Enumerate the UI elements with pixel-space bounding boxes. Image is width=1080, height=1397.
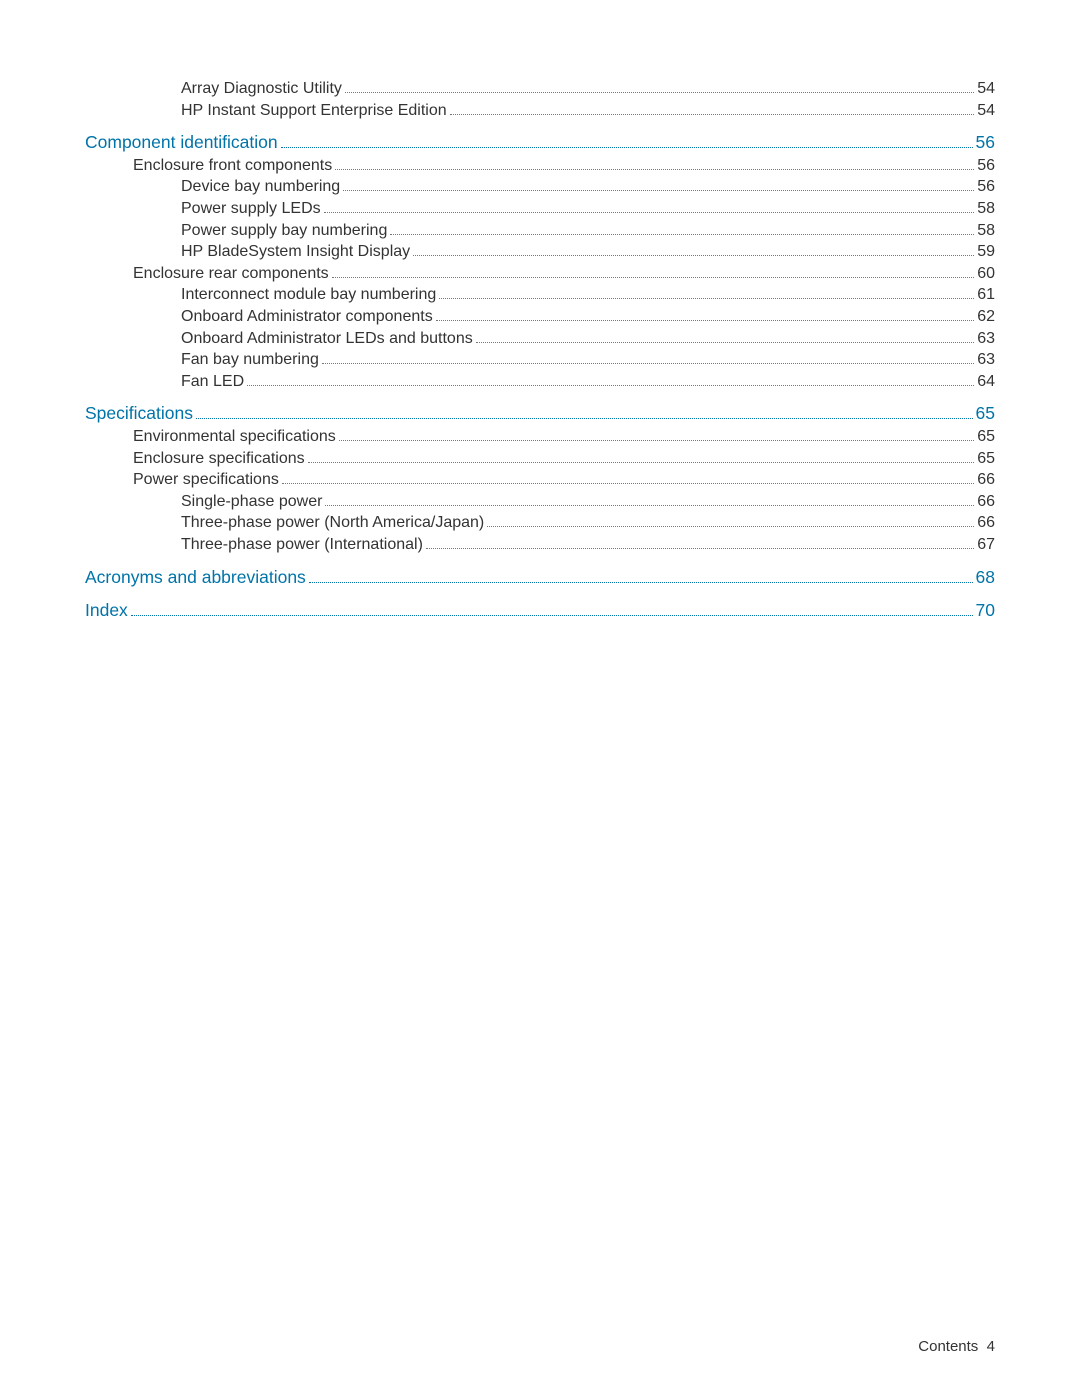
toc-entry: Power specifications 66: [85, 469, 995, 491]
toc-entry-page: 65: [977, 426, 995, 448]
toc-entry-title: Environmental specifications: [133, 426, 336, 448]
toc-entry: Three-phase power (North America/Japan) 6…: [85, 512, 995, 534]
toc-entry: Enclosure front components 56: [85, 155, 995, 177]
toc-entry-title: Power supply bay numbering: [181, 220, 387, 242]
toc-entry: Onboard Administrator components 62: [85, 306, 995, 328]
toc-entry-page: 56: [976, 131, 995, 155]
toc-entry: Three-phase power (International) 67: [85, 534, 995, 556]
toc-entry-page: 65: [976, 402, 995, 426]
toc-entry-link[interactable]: Acronyms and abbreviations: [85, 566, 306, 590]
toc-entry: Enclosure rear components 60: [85, 263, 995, 285]
toc-entry-title: Fan LED: [181, 371, 244, 393]
toc-entry: Power supply LEDs 58: [85, 198, 995, 220]
toc-entry-link[interactable]: Component identification: [85, 131, 278, 155]
toc-entry-page: 64: [977, 371, 995, 393]
toc-entry: Array Diagnostic Utility 54: [85, 78, 995, 100]
toc-leader-dots: [309, 582, 973, 583]
toc-entry-link[interactable]: Index: [85, 599, 128, 623]
toc-entry: Enclosure specifications 65: [85, 448, 995, 470]
toc-entry-title: Onboard Administrator LEDs and buttons: [181, 328, 473, 350]
toc-leader-dots: [322, 363, 974, 364]
toc-entry-title: Power supply LEDs: [181, 198, 321, 220]
toc-leader-dots: [487, 526, 974, 527]
toc-entry-page: 63: [977, 349, 995, 371]
toc-entry-title: Interconnect module bay numbering: [181, 284, 436, 306]
toc-entry: Power supply bay numbering 58: [85, 220, 995, 242]
toc-entry[interactable]: Component identification 56: [85, 131, 995, 155]
toc-entry: Environmental specifications 65: [85, 426, 995, 448]
toc-entry: Device bay numbering 56: [85, 176, 995, 198]
toc-entry-title: Single-phase power: [181, 491, 322, 513]
toc-entry-page: 58: [977, 220, 995, 242]
toc-entry: Fan LED 64: [85, 371, 995, 393]
toc-entry-page: 67: [977, 534, 995, 556]
table-of-contents: Array Diagnostic Utility54HP Instant Sup…: [85, 78, 995, 623]
toc-leader-dots: [439, 298, 974, 299]
toc-leader-dots: [476, 342, 974, 343]
toc-entry-title: Enclosure front components: [133, 155, 332, 177]
toc-entry-page: 65: [977, 448, 995, 470]
toc-entry-page: 66: [977, 469, 995, 491]
toc-leader-dots: [247, 385, 974, 386]
toc-entry-page: 58: [977, 198, 995, 220]
toc-entry-title: Power specifications: [133, 469, 279, 491]
toc-entry[interactable]: Acronyms and abbreviations 68: [85, 566, 995, 590]
toc-entry-page: 54: [977, 78, 995, 100]
toc-entry-title: Onboard Administrator components: [181, 306, 433, 328]
toc-entry-page: 56: [977, 155, 995, 177]
toc-entry-title: Enclosure specifications: [133, 448, 305, 470]
toc-entry-page: 59: [977, 241, 995, 263]
footer-page-number: 4: [987, 1338, 995, 1355]
toc-leader-dots: [131, 615, 973, 616]
toc-entry-title: HP Instant Support Enterprise Edition: [181, 100, 447, 122]
toc-leader-dots: [426, 548, 974, 549]
toc-leader-dots: [196, 418, 973, 419]
toc-entry-link[interactable]: Specifications: [85, 402, 193, 426]
toc-entry-page: 66: [977, 491, 995, 513]
toc-entry-title: Fan bay numbering: [181, 349, 319, 371]
toc-leader-dots: [281, 147, 973, 148]
toc-entry-page: 61: [977, 284, 995, 306]
toc-entry: Interconnect module bay numbering 61: [85, 284, 995, 306]
toc-entry-title: Three-phase power (North America/Japan): [181, 512, 484, 534]
footer-label: Contents: [918, 1338, 978, 1355]
toc-entry[interactable]: Specifications 65: [85, 402, 995, 426]
toc-leader-dots: [332, 277, 975, 278]
toc-entry: Single-phase power 66: [85, 491, 995, 513]
toc-leader-dots: [335, 169, 974, 170]
toc-entry-title: Device bay numbering: [181, 176, 340, 198]
toc-leader-dots: [339, 440, 974, 441]
toc-entry-title: HP BladeSystem Insight Display: [181, 241, 410, 263]
toc-entry-page: 70: [976, 599, 995, 623]
toc-leader-dots: [413, 255, 974, 256]
toc-entry: Onboard Administrator LEDs and buttons 63: [85, 328, 995, 350]
toc-entry-title: Three-phase power (International): [181, 534, 423, 556]
toc-entry-page: 54: [977, 100, 995, 122]
toc-entry: HP BladeSystem Insight Display 59: [85, 241, 995, 263]
toc-entry-title: Array Diagnostic Utility: [181, 78, 342, 100]
toc-leader-dots: [390, 234, 974, 235]
toc-entry-page: 56: [977, 176, 995, 198]
toc-leader-dots: [343, 190, 974, 191]
toc-entry-page: 63: [977, 328, 995, 350]
toc-entry[interactable]: Index 70: [85, 599, 995, 623]
page-footer: Contents 4: [918, 1338, 995, 1355]
toc-leader-dots: [345, 92, 974, 93]
toc-entry-page: 66: [977, 512, 995, 534]
toc-leader-dots: [282, 483, 974, 484]
toc-leader-dots: [325, 505, 974, 506]
toc-entry: HP Instant Support Enterprise Edition 54: [85, 100, 995, 122]
toc-leader-dots: [436, 320, 975, 321]
toc-entry: Fan bay numbering 63: [85, 349, 995, 371]
toc-leader-dots: [308, 462, 975, 463]
page: Array Diagnostic Utility54HP Instant Sup…: [0, 0, 1080, 1397]
toc-entry-title: Enclosure rear components: [133, 263, 329, 285]
toc-entry-page: 68: [976, 566, 995, 590]
toc-leader-dots: [450, 114, 975, 115]
toc-entry-page: 60: [977, 263, 995, 285]
toc-entry-page: 62: [977, 306, 995, 328]
toc-leader-dots: [324, 212, 975, 213]
